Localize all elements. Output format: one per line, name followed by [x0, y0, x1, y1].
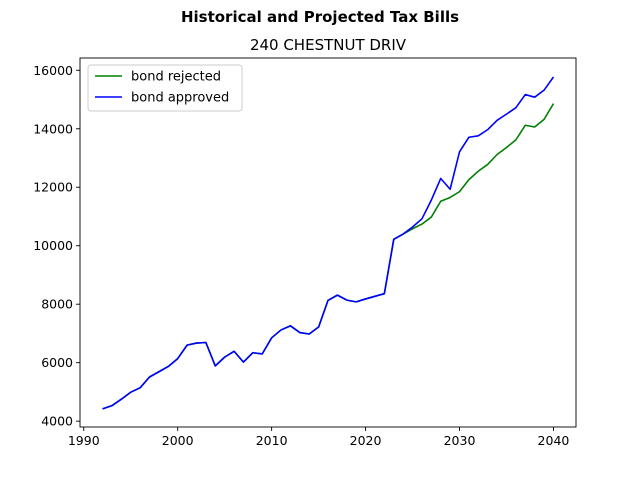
y-tick-label: 4000 — [41, 414, 73, 429]
chart-title: 240 CHESTNUT DRIV — [250, 36, 407, 54]
y-tick-label: 14000 — [33, 121, 73, 136]
chart-suptitle: Historical and Projected Tax Bills — [181, 8, 459, 26]
x-tick-label: 1990 — [68, 433, 100, 448]
legend-label-1: bond rejected — [131, 70, 221, 85]
legend-box — [87, 64, 243, 112]
legend-label-2: bond approved — [131, 91, 229, 106]
x-tick-label: 2000 — [162, 433, 194, 448]
y-tick-label: 10000 — [33, 238, 73, 253]
x-tick-label: 2020 — [350, 433, 382, 448]
x-tick-label: 2010 — [256, 433, 288, 448]
y-tick-label: 8000 — [41, 297, 73, 312]
y-tick-label: 16000 — [33, 63, 73, 78]
x-tick-label: 2040 — [538, 433, 570, 448]
series-line-1 — [102, 103, 555, 410]
plot-lines — [102, 76, 555, 410]
axes: 1990 2000 2010 2020 2030 2040 4000 6000 8000 1000… — [33, 57, 577, 448]
series-line-2 — [102, 76, 555, 410]
x-tick-label: 2030 — [444, 433, 476, 448]
y-tick-label: 6000 — [41, 355, 73, 370]
legend: bond rejected bond approved — [87, 64, 243, 112]
plot-frame — [79, 57, 577, 428]
y-tick-label: 12000 — [33, 180, 73, 195]
